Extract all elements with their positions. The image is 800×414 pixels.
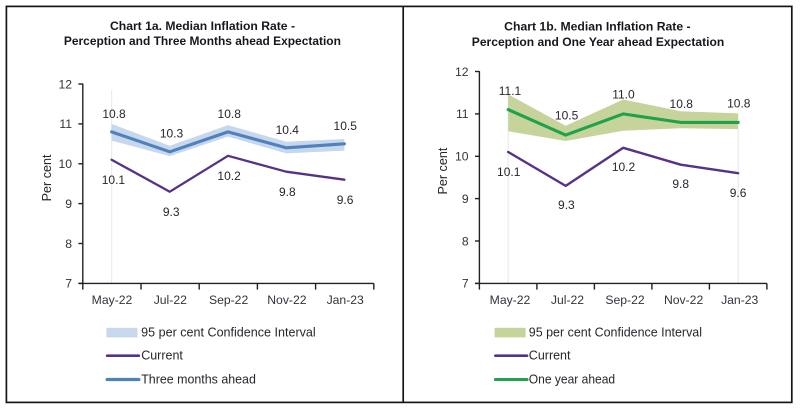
svg-text:Jul-22: Jul-22 (551, 293, 584, 307)
svg-text:10.1: 10.1 (102, 173, 126, 187)
svg-text:May-22: May-22 (92, 293, 133, 307)
svg-text:Per cent: Per cent (436, 147, 450, 194)
svg-text:10.5: 10.5 (555, 109, 579, 123)
svg-text:Three months ahead: Three months ahead (141, 372, 256, 386)
svg-text:9.6: 9.6 (730, 186, 747, 200)
svg-text:9.8: 9.8 (279, 185, 296, 199)
svg-text:11.1: 11.1 (499, 84, 522, 98)
svg-text:12: 12 (58, 77, 72, 91)
svg-text:10.5: 10.5 (334, 119, 358, 133)
svg-text:10.2: 10.2 (217, 169, 241, 183)
svg-text:11: 11 (59, 117, 72, 131)
svg-text:9.8: 9.8 (672, 177, 689, 191)
svg-text:Jan-23: Jan-23 (327, 293, 364, 307)
svg-text:95 per cent Confidence Interva: 95 per cent Confidence Interval (529, 326, 702, 340)
svg-text:Nov-22: Nov-22 (664, 293, 704, 307)
svg-text:Chart 1a. Median Inflation Rat: Chart 1a. Median Inflation Rate - (110, 19, 295, 33)
svg-text:7: 7 (462, 277, 469, 291)
svg-text:Jul-22: Jul-22 (154, 293, 187, 307)
svg-text:Current: Current (141, 349, 183, 363)
svg-text:7: 7 (65, 277, 72, 291)
svg-text:One year ahead: One year ahead (529, 372, 615, 386)
svg-text:9: 9 (462, 192, 469, 206)
svg-text:10.8: 10.8 (670, 97, 694, 111)
svg-text:11.0: 11.0 (612, 88, 635, 102)
svg-text:May-22: May-22 (490, 293, 531, 307)
svg-text:9.3: 9.3 (163, 205, 180, 219)
svg-text:8: 8 (65, 237, 72, 251)
svg-text:11: 11 (456, 107, 469, 121)
svg-text:Nov-22: Nov-22 (267, 293, 307, 307)
svg-text:Sep-22: Sep-22 (605, 293, 645, 307)
svg-text:10.8: 10.8 (727, 97, 751, 111)
svg-text:10.8: 10.8 (102, 107, 126, 121)
svg-text:10.8: 10.8 (218, 107, 242, 121)
svg-text:Perception and One Year ahead: Perception and One Year ahead Expectatio… (472, 35, 724, 49)
svg-text:95 per cent Confidence Interva: 95 per cent Confidence Interval (141, 326, 316, 340)
svg-text:10.4: 10.4 (276, 123, 300, 137)
svg-text:Current: Current (529, 349, 571, 363)
svg-text:9.6: 9.6 (337, 193, 354, 207)
svg-text:10.2: 10.2 (612, 160, 636, 174)
svg-text:10.3: 10.3 (160, 127, 184, 141)
svg-text:9: 9 (65, 197, 72, 211)
svg-text:12: 12 (455, 65, 469, 79)
svg-text:10: 10 (455, 150, 469, 164)
svg-text:9.3: 9.3 (558, 198, 575, 212)
svg-text:Chart 1b. Median Inflation Rat: Chart 1b. Median Inflation Rate - (504, 20, 690, 34)
svg-text:10: 10 (58, 157, 72, 171)
svg-text:Perception and Three Months ah: Perception and Three Months ahead Expect… (64, 34, 341, 48)
svg-text:Per cent: Per cent (40, 154, 54, 201)
svg-text:Sep-22: Sep-22 (209, 293, 249, 307)
svg-text:10.1: 10.1 (497, 165, 521, 179)
svg-text:Jan-23: Jan-23 (721, 293, 758, 307)
svg-text:8: 8 (462, 234, 469, 248)
